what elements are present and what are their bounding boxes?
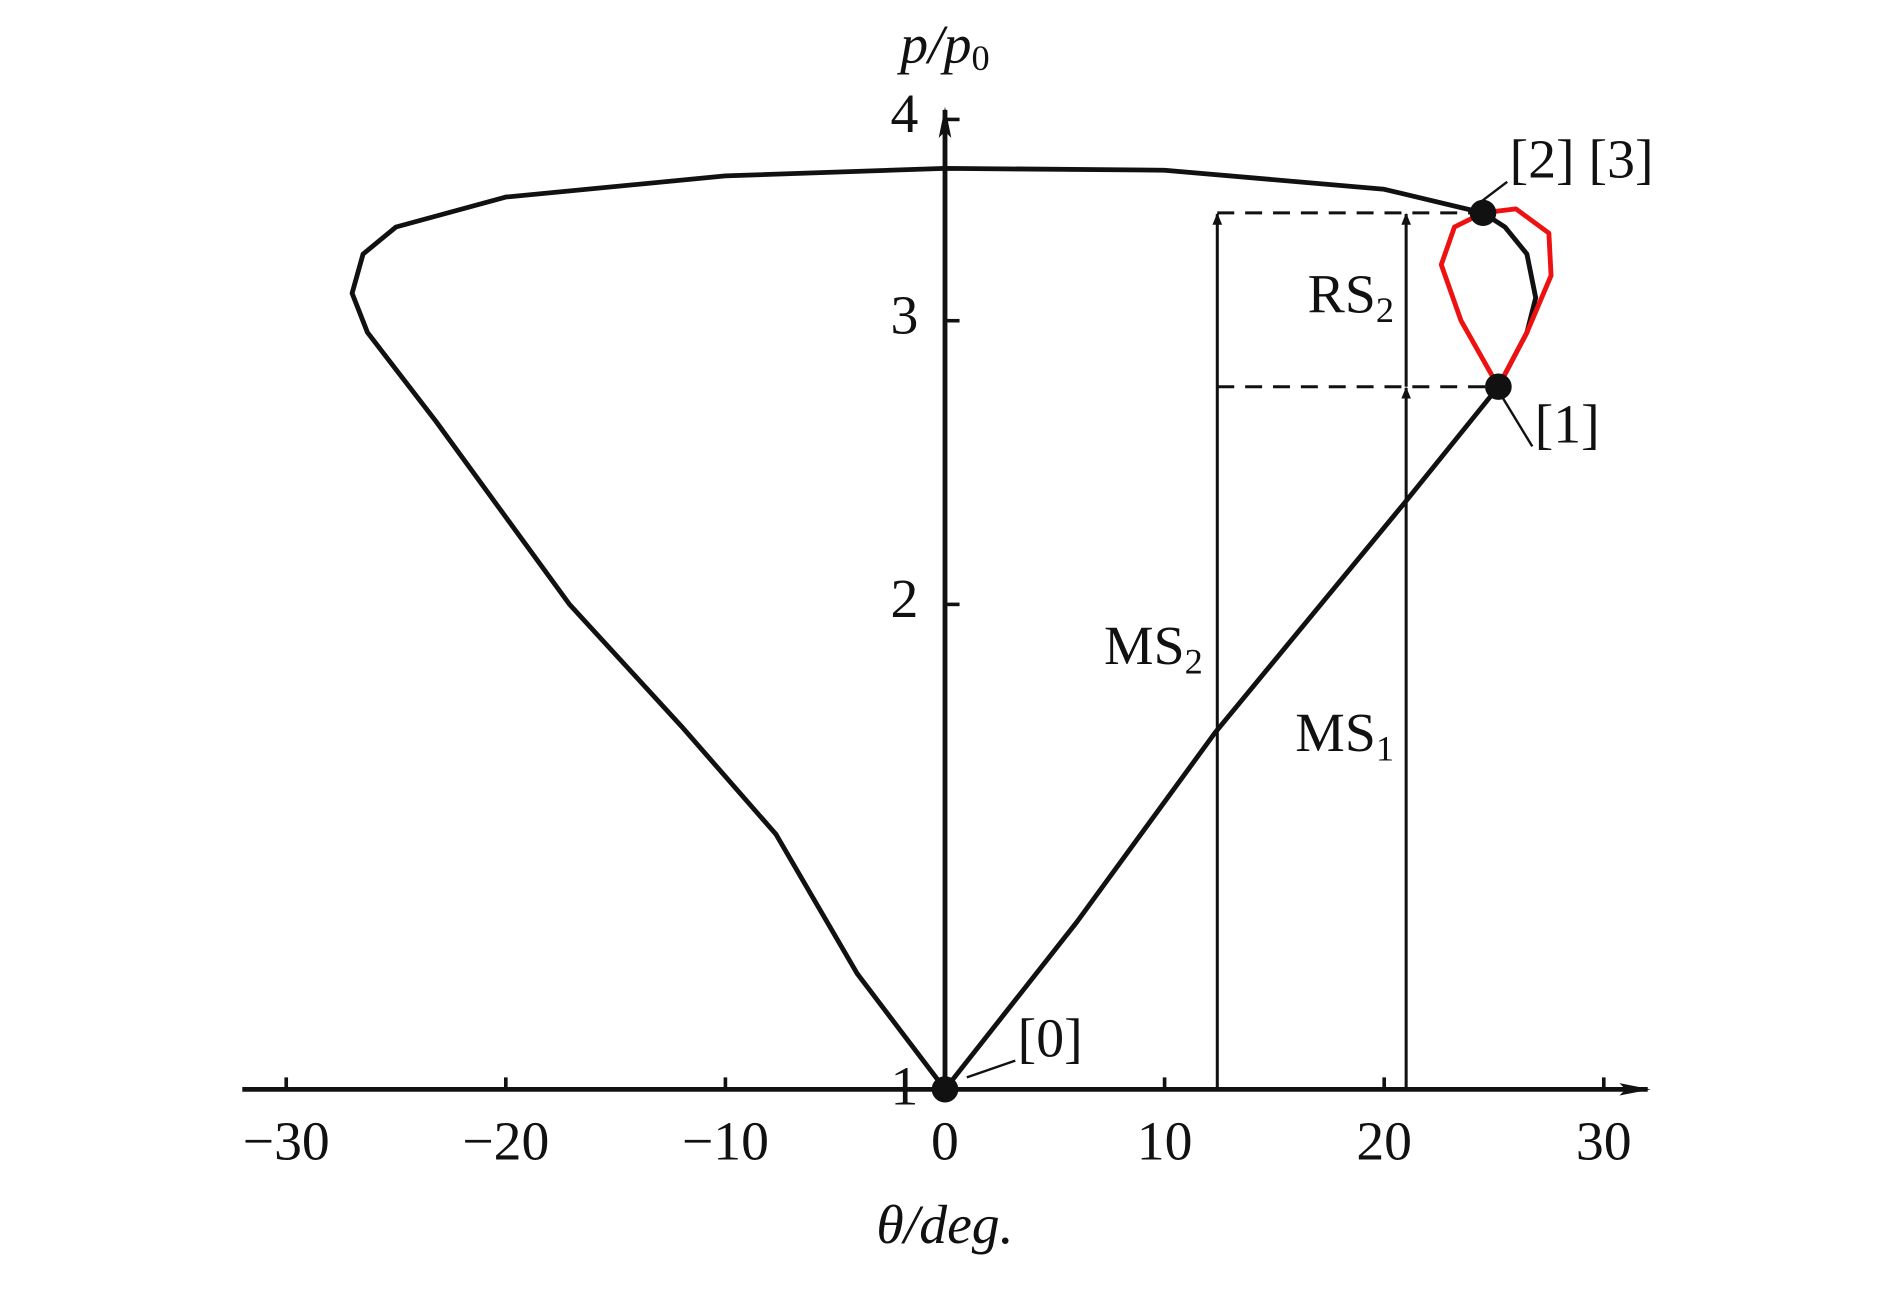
arrow-label-text: RS — [1308, 264, 1376, 325]
x-tick-label: 0 — [931, 1111, 959, 1172]
arrow-label-text: MS — [1295, 702, 1376, 763]
point-label: [1] — [1535, 394, 1600, 455]
x-axis-label-text: θ/deg. — [876, 1194, 1013, 1255]
y-tick-label: 3 — [890, 285, 918, 346]
y-tick-label: 1 — [890, 1056, 918, 1117]
x-tick-label: −20 — [462, 1111, 549, 1172]
polar-curve — [1438, 206, 1554, 388]
arrow-label: RS2 — [1308, 264, 1394, 331]
point-label: [0] — [1018, 1008, 1083, 1069]
point — [1469, 199, 1497, 227]
arrow-label-text: MS — [1104, 615, 1185, 676]
arrow-label-sub: 2 — [1376, 291, 1394, 331]
x-tick-label: 10 — [1137, 1111, 1193, 1172]
point — [1485, 373, 1512, 400]
y-axis-label-sub: 0 — [972, 39, 990, 79]
y-tick-label: 4 — [890, 83, 918, 144]
x-tick-label: 20 — [1356, 1111, 1412, 1172]
x-axis-label: θ/deg. — [876, 1194, 1013, 1255]
point-label: [2] [3] — [1510, 129, 1654, 190]
arrow-label: MS1 — [1295, 702, 1394, 769]
x-tick-label: 30 — [1576, 1111, 1632, 1172]
y-axis-label: p/p0 — [896, 14, 989, 78]
y-axis-label-text: p/p — [896, 14, 971, 75]
y-tick-label: 2 — [890, 568, 918, 629]
x-tick-label: −10 — [682, 1111, 769, 1172]
leader — [1502, 398, 1534, 448]
arrow-label-sub: 2 — [1185, 642, 1203, 682]
arrow-label: MS2 — [1104, 615, 1203, 682]
point — [931, 1076, 959, 1103]
x-tick-label: −30 — [243, 1111, 330, 1172]
leader — [966, 1059, 1016, 1079]
arrow-label-sub: 1 — [1376, 729, 1394, 769]
